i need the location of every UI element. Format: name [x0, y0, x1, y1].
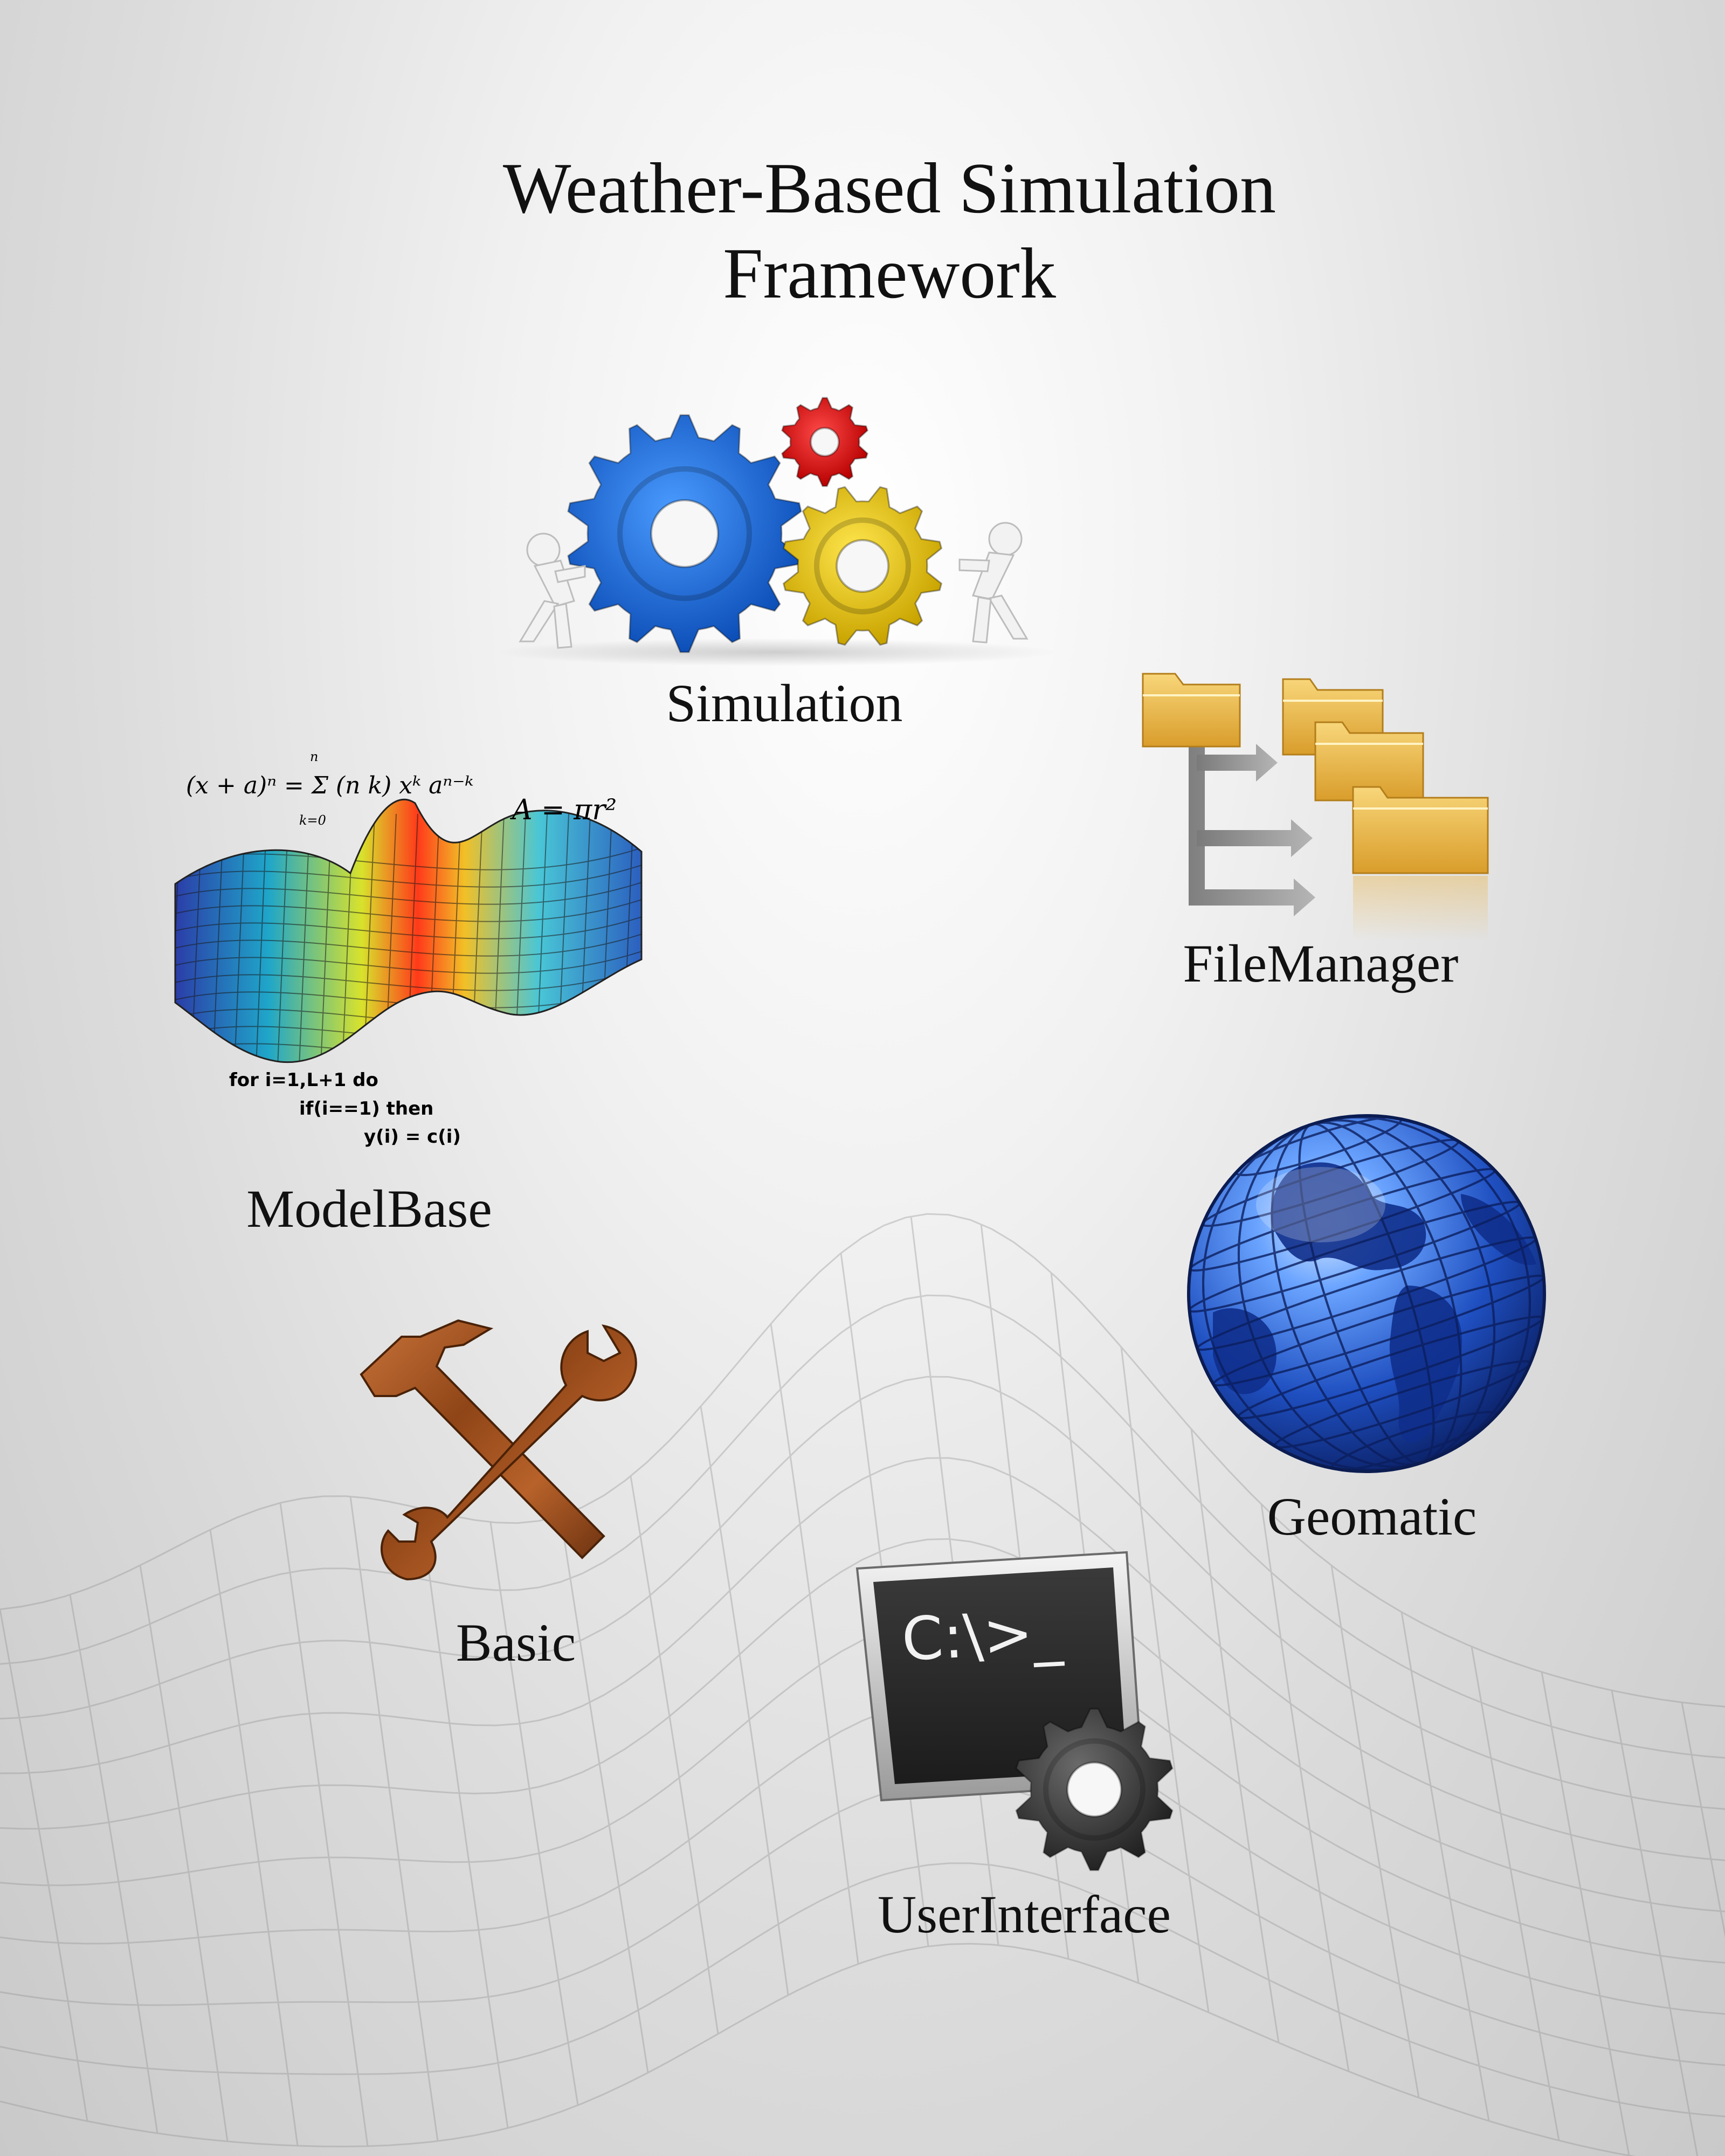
globe-icon	[1187, 1114, 1546, 1473]
formula-binomial-upper: n	[310, 749, 318, 764]
hammer-icon	[360, 1319, 605, 1559]
formula-binomial: (x + a)ⁿ = Σ (n k) xᵏ aⁿ⁻ᵏ	[186, 772, 473, 799]
gears-icon	[496, 397, 1057, 666]
basic-label: Basic	[456, 1613, 576, 1673]
code-line-2: if(i==1) then	[299, 1098, 433, 1120]
code-line-1: for i=1,L+1 do	[229, 1069, 378, 1091]
yellow-gear-icon	[782, 486, 943, 646]
blue-gear-icon	[567, 414, 802, 653]
wrench-icon	[380, 1324, 637, 1581]
terminal-gear-icon: C:\>_	[855, 1551, 1174, 1871]
code-line-3: y(i) = c(i)	[364, 1126, 461, 1148]
title-line-2: Framework	[723, 233, 1056, 313]
geomatic-label: Geomatic	[1267, 1487, 1477, 1546]
userinterface-label: UserInterface	[877, 1884, 1171, 1944]
formula-binomial-lower: k=0	[299, 813, 326, 828]
dark-gear-icon	[1015, 1708, 1174, 1871]
filemanager-label: FileManager	[1183, 934, 1459, 993]
simulation-label: Simulation	[666, 673, 903, 733]
hammer-wrench-icon	[360, 1319, 637, 1581]
folders-icon	[1142, 673, 1489, 941]
formula-area: A = πr²	[510, 794, 617, 826]
terminal-prompt: C:\>_	[900, 1597, 1065, 1674]
page-title: Weather-Based Simulation Framework	[323, 146, 1455, 316]
red-gear-icon	[781, 397, 868, 487]
left-figure-icon	[519, 533, 586, 649]
math-surface-icon: (x + a)ⁿ = Σ (n k) xᵏ aⁿ⁻ᵏ n k=0 A = πr²…	[172, 744, 647, 1164]
formula-panel: (x + a)ⁿ = Σ (n k) xᵏ aⁿ⁻ᵏ n k=0 A = πr²…	[174, 749, 643, 1148]
title-line-1: Weather-Based Simulation	[502, 148, 1276, 228]
right-figure-icon	[958, 522, 1029, 644]
modelbase-label: ModelBase	[246, 1179, 492, 1239]
